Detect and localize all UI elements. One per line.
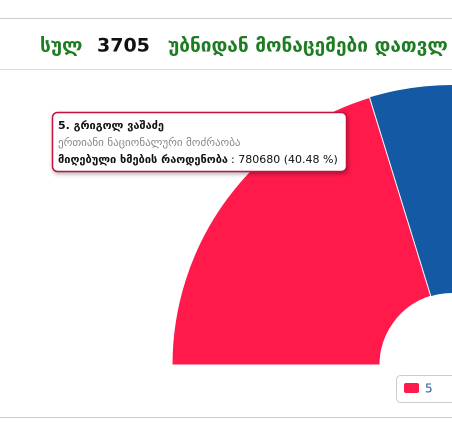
legend-label[interactable]: 5 xyxy=(425,382,433,396)
tooltip-party: ერთიანი ნაციონალური მოძრაობა xyxy=(58,136,241,149)
header-label: სულ xyxy=(40,35,82,57)
header-count: 3705 xyxy=(97,35,150,57)
legend-swatch xyxy=(404,383,419,393)
tooltip: 5. გრიგოლ ვაშაძე ერთიანი ნაციონალური მოძ… xyxy=(51,111,348,173)
header-text: უბნიდან მონაცემები დათვლ xyxy=(168,35,448,57)
tooltip-number: : 780680 (40.48 %) xyxy=(231,153,338,166)
legend-box xyxy=(396,375,452,403)
tooltip-value: მიღებული ხმების რაოდენობა: 780680 (40.48… xyxy=(58,153,338,166)
tooltip-label: მიღებული ხმების რაოდენობა xyxy=(58,153,228,166)
tooltip-title: 5. გრიგოლ ვაშაძე xyxy=(58,119,164,132)
tooltip-box xyxy=(51,111,348,173)
